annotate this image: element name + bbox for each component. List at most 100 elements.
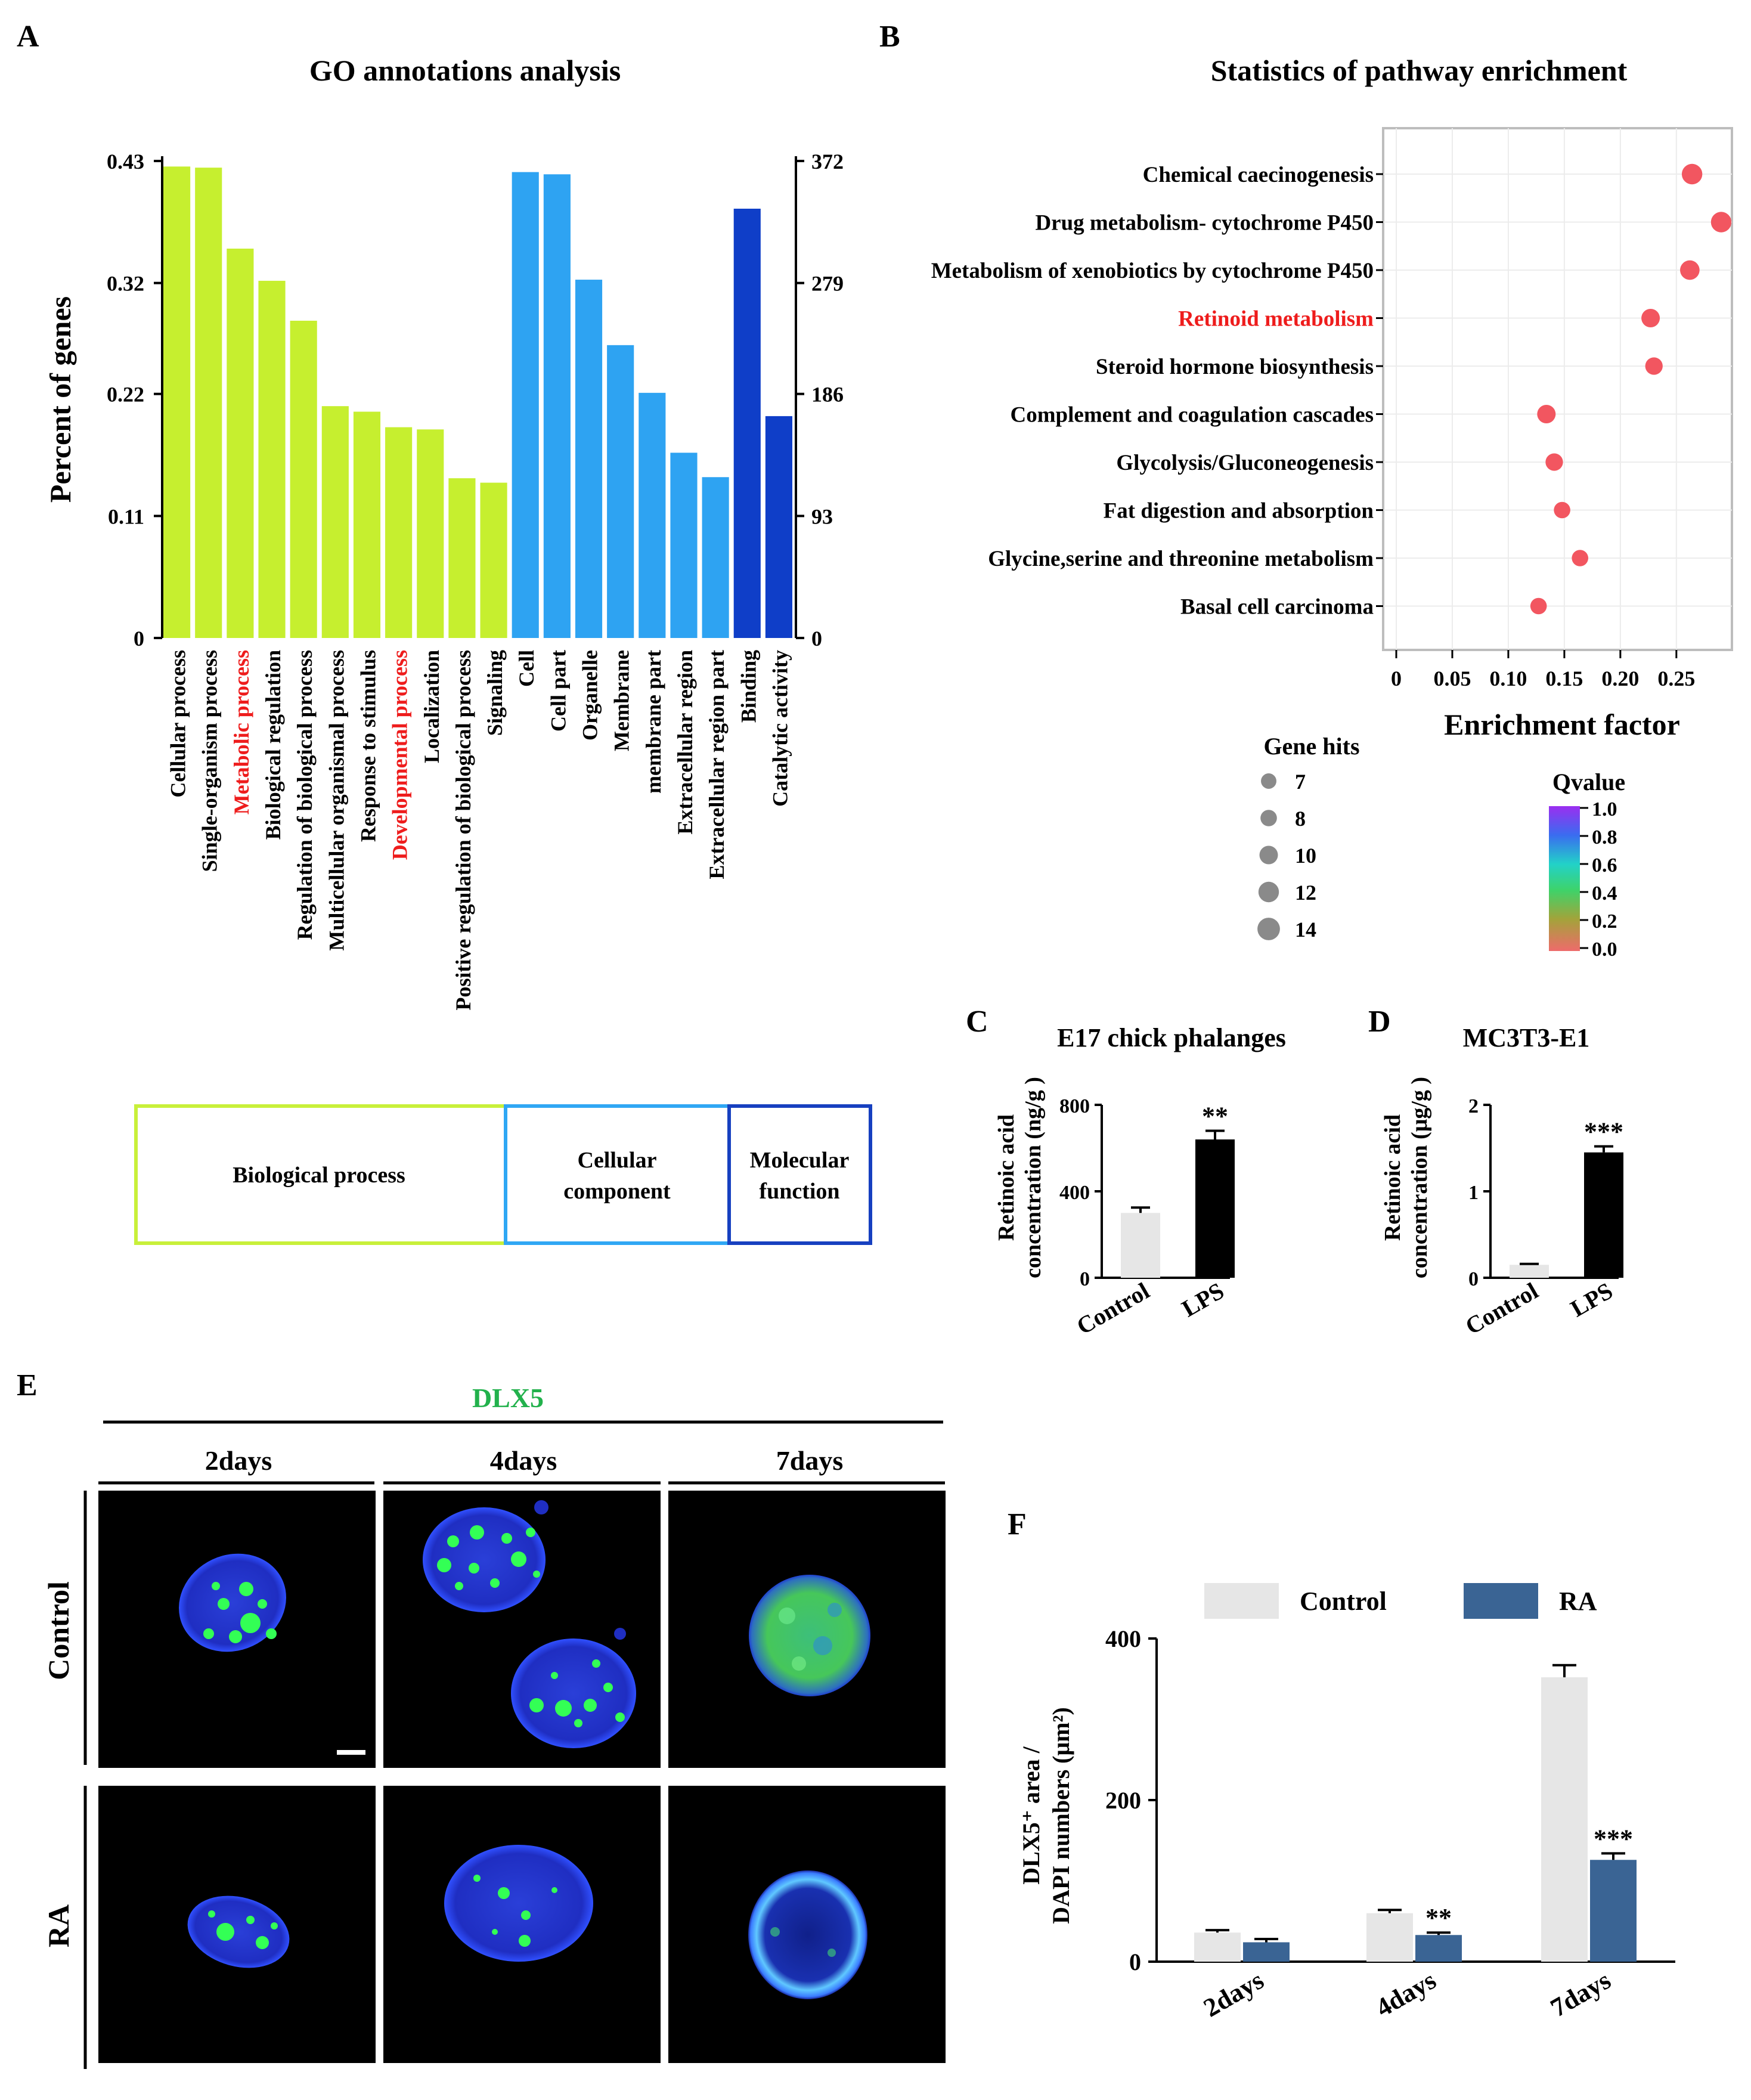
go-y2tick-label: 372 xyxy=(811,150,844,174)
go-y2tick-label: 0 xyxy=(811,627,822,651)
go-x-label: Catalytic activity xyxy=(768,650,792,807)
group-label-biological: Biological process xyxy=(233,1163,405,1188)
go-x-label: Cell xyxy=(515,650,538,687)
go-x-label: Cellular process xyxy=(166,650,190,798)
go-ytick-label: 0.43 xyxy=(107,150,144,174)
kegg-xtick-label: 0.25 xyxy=(1657,667,1695,690)
go-ytick-label: 0.22 xyxy=(107,383,144,407)
e-title: DLX5 xyxy=(472,1383,544,1413)
c-chart-ytick-label: 800 xyxy=(1059,1095,1090,1117)
kegg-pathway-label: Steroid hormone biosynthesis xyxy=(1096,355,1374,379)
f-bar xyxy=(1590,1860,1637,1962)
go-x-label: Binding xyxy=(736,650,760,723)
gene-hits-dot xyxy=(1261,773,1276,789)
go-x-label: Extracellular region part xyxy=(705,650,729,879)
go-x-label: Metabolic process xyxy=(230,650,253,814)
kegg-pathway-label: Complement and coagulation cascades xyxy=(1011,403,1374,428)
gene-hits-label: 14 xyxy=(1295,918,1316,941)
f-bar xyxy=(1194,1932,1241,1962)
qvalue-tick-label: 0.6 xyxy=(1592,854,1617,876)
go-bar xyxy=(321,406,349,638)
f-ylabel-1: DLX5⁺ area / xyxy=(1018,1746,1045,1884)
f-plot: 0 200 400 2days ** 4days *** 7days xyxy=(1105,1625,1675,2022)
kegg-pathway-label: Basal cell carcinoma xyxy=(1180,595,1374,620)
kegg-pathway-label: Glycolysis/Gluconeogenesis xyxy=(1116,451,1374,475)
kegg-point xyxy=(1530,597,1547,615)
kegg-point xyxy=(1537,405,1556,423)
kegg-pathway-label: Glycine,serine and threonine metabolism xyxy=(988,547,1374,571)
gene-hits-dot xyxy=(1259,845,1278,865)
go-x-label: Biological regulation xyxy=(261,650,285,840)
e-col-2days: 2days xyxy=(205,1445,272,1476)
go-ylabel: Percent of genes xyxy=(44,296,77,503)
go-bar xyxy=(290,320,317,638)
qvalue-tick-label: 0.8 xyxy=(1592,826,1617,848)
c-chart-bar xyxy=(1195,1139,1235,1278)
go-bar xyxy=(417,429,444,638)
gene-hits-title: Gene hits xyxy=(1263,733,1359,760)
go-x-label: Developmental process xyxy=(388,650,412,860)
c-chart-bar xyxy=(1121,1213,1160,1278)
go-bar xyxy=(258,280,286,638)
go-bar xyxy=(512,172,539,639)
group-box-cellular xyxy=(504,1104,731,1245)
micro-tile-ra-4days xyxy=(383,1786,661,2063)
panel-a-letter: A xyxy=(17,20,39,54)
micro-tile-control-2days xyxy=(98,1491,376,1768)
go-ytick-label: 0.11 xyxy=(108,504,144,528)
gene-hits-dot xyxy=(1260,810,1277,826)
go-x-label: Positive regulation of biological proces… xyxy=(451,650,475,1011)
legend-label-ra: RA xyxy=(1559,1587,1597,1616)
d-chart-ytick-label: 0 xyxy=(1468,1268,1479,1290)
qvalue-title: Qvalue xyxy=(1552,769,1625,795)
kegg-point xyxy=(1572,550,1589,566)
go-y2tick-label: 279 xyxy=(811,272,844,296)
panel-a: A GO annotations analysis Percent of gen… xyxy=(17,20,872,1245)
go-x-label: Response to stimulus xyxy=(356,650,380,842)
panel-f-letter: F xyxy=(1008,1507,1027,1541)
go-x-label: Signaling xyxy=(483,650,507,736)
d-chart-bar xyxy=(1584,1152,1623,1278)
micro-tile-control-7days xyxy=(668,1491,946,1768)
f-x-label: 4days xyxy=(1371,1965,1441,2022)
qvalue-ticks: 1.0 0.8 0.6 0.4 0.2 0.0 xyxy=(1580,798,1617,961)
gene-hits-label: 12 xyxy=(1295,881,1316,905)
gene-hits-label: 10 xyxy=(1295,844,1316,868)
qvalue-tick-label: 1.0 xyxy=(1592,798,1617,820)
kegg-point xyxy=(1554,501,1570,519)
legend-swatch-control xyxy=(1204,1583,1279,1619)
go-title: GO annotations analysis xyxy=(309,54,621,87)
go-bar xyxy=(639,392,666,638)
kegg-xtick-label: 0 xyxy=(1391,667,1402,690)
panel-e-letter: E xyxy=(17,1368,38,1402)
f-bar xyxy=(1243,1942,1290,1962)
d-chart-ytick-label: 1 xyxy=(1468,1182,1479,1204)
panel-c-letter: C xyxy=(966,1005,988,1039)
f-bar xyxy=(1366,1913,1413,1962)
c-title: E17 chick phalanges xyxy=(1057,1023,1286,1052)
e-col-7days: 7days xyxy=(776,1445,843,1476)
f-ylabel-2: DAPI numbers (μm²) xyxy=(1047,1707,1074,1924)
go-bar xyxy=(480,482,507,638)
go-bar xyxy=(227,248,254,638)
group-label-cellular-1: Cellular xyxy=(578,1148,657,1173)
kegg-plot: 0 0.05 0.10 0.15 0.20 0.25 Chemical caecinogen… xyxy=(931,127,1733,690)
f-x-label: 2days xyxy=(1198,1965,1269,2022)
gene-hits-dot xyxy=(1257,918,1280,940)
go-plot: 0 0 0.11 93 0.22 186 0.32 279 0.43 372 Cellular pr… xyxy=(107,150,844,1011)
d-ylabel-1: Retinoic acid xyxy=(1380,1114,1405,1241)
go-bar xyxy=(448,478,476,638)
kegg-xlabel: Enrichment factor xyxy=(1444,708,1680,741)
group-label-molecular-2: function xyxy=(759,1179,839,1204)
e-col-4days: 4days xyxy=(490,1445,557,1476)
go-y2tick-label: 186 xyxy=(811,383,844,407)
go-bar xyxy=(575,280,603,638)
go-x-label: Localization xyxy=(420,650,444,763)
group-label-molecular-1: Molecular xyxy=(750,1148,850,1173)
panel-b-letter: B xyxy=(879,20,900,54)
kegg-point xyxy=(1641,309,1660,327)
go-bar xyxy=(765,416,792,638)
